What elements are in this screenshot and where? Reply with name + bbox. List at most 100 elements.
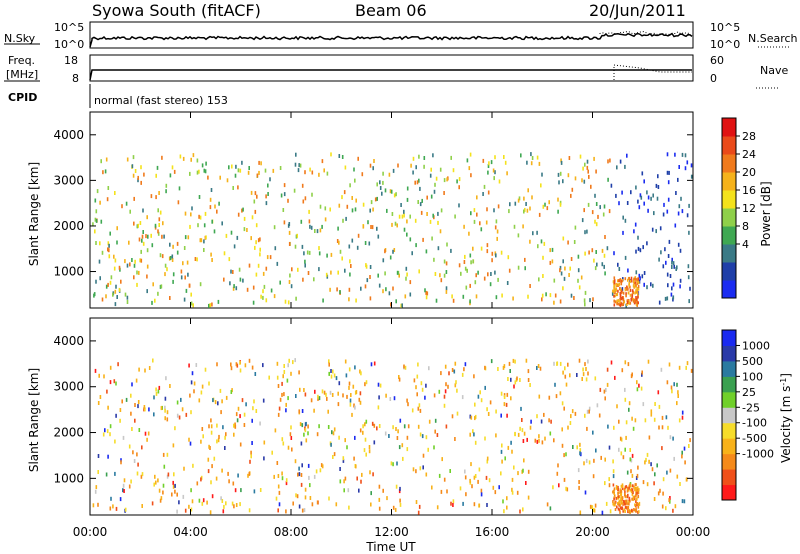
range-cell <box>493 169 495 173</box>
range-cell <box>413 157 415 161</box>
range-cell <box>99 241 101 245</box>
range-cell <box>107 247 109 251</box>
range-cell <box>200 282 202 286</box>
range-cell <box>108 186 110 190</box>
range-cell <box>507 281 509 285</box>
range-cell <box>688 275 690 279</box>
range-cell <box>145 234 147 238</box>
range-cell <box>622 485 624 488</box>
range-cell <box>152 282 154 286</box>
colorbar-tick-label: -25 <box>742 401 760 414</box>
range-cell <box>509 362 511 366</box>
range-cell <box>470 462 472 466</box>
range-cell <box>328 497 330 501</box>
range-cell <box>466 286 468 290</box>
range-cell <box>289 280 291 284</box>
range-cell <box>318 267 320 271</box>
range-cell <box>345 360 347 364</box>
range-cell <box>162 221 164 225</box>
range-cell <box>342 219 344 223</box>
range-cell <box>500 471 502 475</box>
range-cell <box>558 483 560 487</box>
range-cell <box>267 255 269 259</box>
range-cell <box>593 459 595 463</box>
range-cell <box>247 474 249 478</box>
range-cell <box>153 483 155 487</box>
range-cell <box>191 206 193 210</box>
power-scatter <box>92 152 692 308</box>
range-cell <box>527 295 529 299</box>
range-cell <box>397 429 399 433</box>
range-cell <box>630 280 632 283</box>
range-cell <box>123 436 125 440</box>
velocity-ylabel: Slant Range [km] <box>27 368 41 472</box>
range-cell <box>110 424 112 428</box>
range-cell <box>679 418 681 422</box>
range-cell <box>607 178 609 182</box>
range-cell <box>613 484 615 487</box>
range-cell <box>617 284 619 287</box>
range-cell <box>637 292 639 295</box>
range-cell <box>646 241 648 245</box>
range-cell <box>361 473 363 477</box>
range-cell <box>250 454 252 458</box>
range-cell <box>237 236 239 240</box>
range-cell <box>510 396 512 400</box>
range-cell <box>230 363 232 367</box>
range-cell <box>479 468 481 472</box>
range-cell <box>611 361 613 365</box>
range-cell <box>396 223 398 227</box>
colorbar-tick-label: 8 <box>742 220 749 233</box>
range-cell <box>262 289 264 293</box>
range-cell <box>281 382 283 386</box>
range-cell <box>287 379 289 383</box>
range-cell <box>540 183 542 187</box>
range-cell <box>486 221 488 225</box>
range-cell <box>613 300 615 303</box>
range-cell <box>209 303 211 307</box>
range-cell <box>457 412 459 416</box>
range-cell <box>256 409 258 413</box>
range-cell <box>299 388 301 392</box>
range-cell <box>431 195 433 199</box>
range-cell <box>626 502 628 505</box>
range-cell <box>560 300 562 304</box>
range-cell <box>430 168 432 172</box>
range-cell <box>369 209 371 213</box>
range-cell <box>649 436 651 440</box>
range-cell <box>212 398 214 402</box>
range-cell <box>290 425 292 429</box>
range-cell <box>223 509 225 513</box>
range-cell <box>274 225 276 229</box>
range-cell <box>339 204 341 208</box>
range-cell <box>490 400 492 404</box>
range-cell <box>164 465 166 469</box>
range-cell <box>124 478 126 482</box>
range-cell <box>317 432 319 436</box>
colorbar-tick-label: 4 <box>742 238 749 251</box>
range-cell <box>271 289 273 293</box>
range-cell <box>426 473 428 477</box>
range-cell <box>134 260 136 264</box>
range-cell <box>378 383 380 387</box>
range-cell <box>181 275 183 279</box>
range-cell <box>137 176 139 180</box>
range-cell <box>148 432 150 436</box>
range-cell <box>287 363 289 367</box>
range-cell <box>417 180 419 184</box>
range-cell <box>667 426 669 430</box>
range-cell <box>172 245 174 249</box>
range-cell <box>624 388 626 392</box>
cpid-text: normal (fast stereo) 153 <box>94 94 228 107</box>
range-cell <box>364 382 366 386</box>
range-cell <box>225 501 227 505</box>
range-cell <box>322 464 324 468</box>
range-cell <box>589 298 591 302</box>
range-cell <box>255 210 257 214</box>
range-cell <box>642 274 644 278</box>
range-cell <box>582 218 584 222</box>
noise-right-tick-top: 10^5 <box>710 21 740 34</box>
range-cell <box>132 450 134 454</box>
range-cell <box>115 302 117 306</box>
range-cell <box>538 364 540 368</box>
